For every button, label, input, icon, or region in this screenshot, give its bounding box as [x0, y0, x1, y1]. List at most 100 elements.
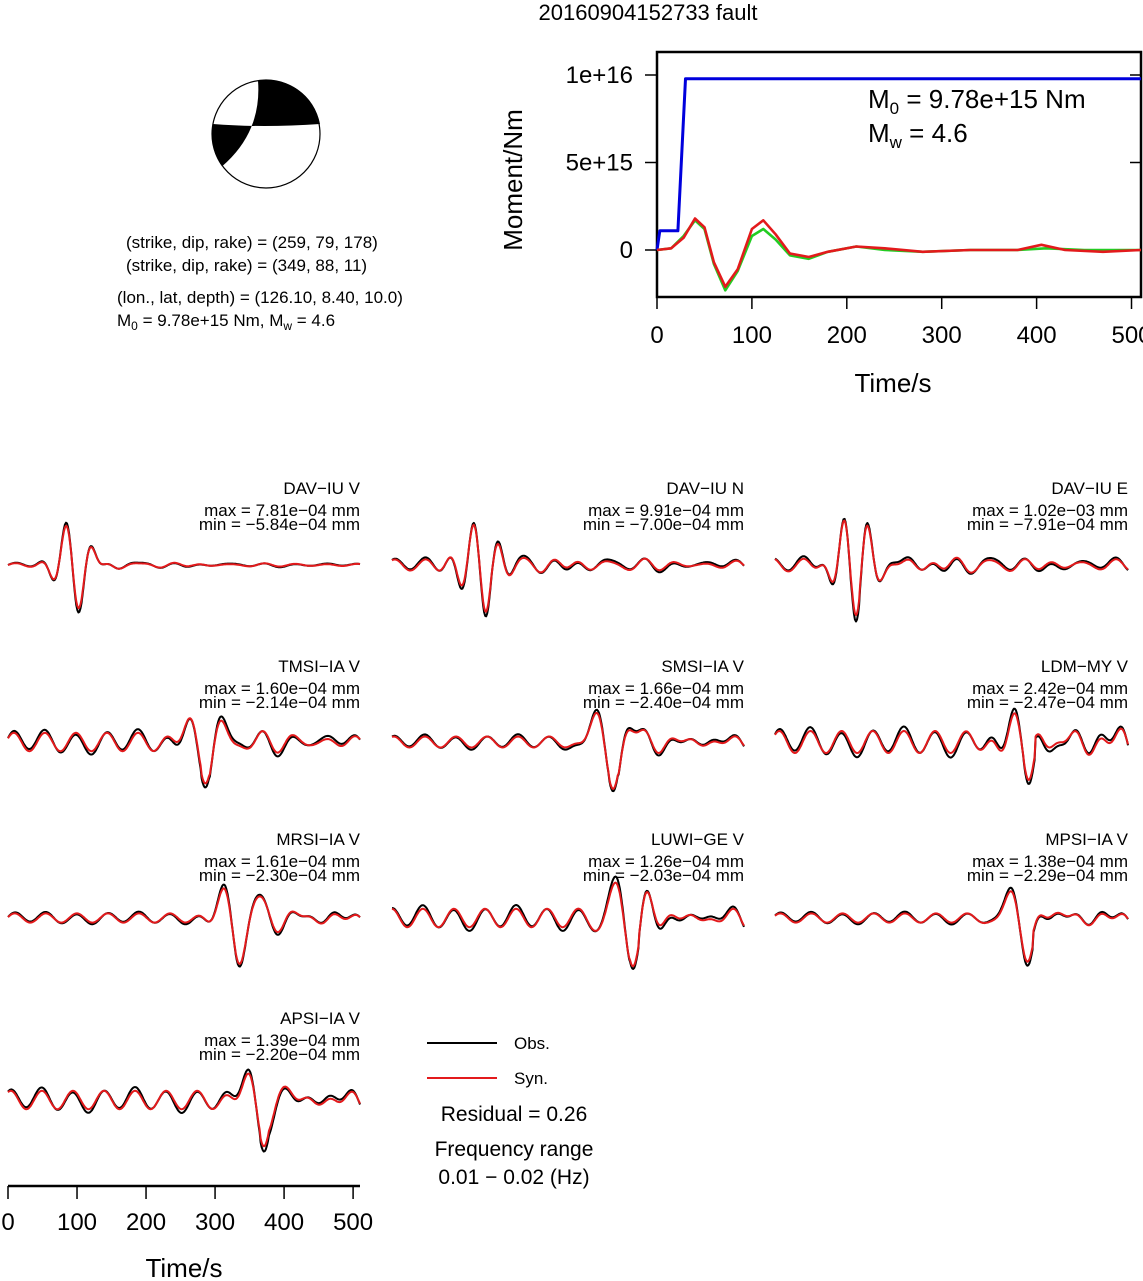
moment-x-ticks: 0 100 200 300 400 500 [650, 297, 1143, 349]
residual-text: Residual = 0.26 [441, 1103, 588, 1126]
station-max: max = 1.61e−04 mm [204, 852, 360, 871]
station-min: min = −2.03e−04 mm [583, 866, 744, 885]
moment-xtick-label: 100 [732, 322, 772, 349]
moment-ytick-label: 1e+16 [566, 62, 633, 89]
frequency-range-value: 0.01 − 0.02 (Hz) [438, 1166, 589, 1189]
station-max: max = 1.39e−04 mm [204, 1031, 360, 1050]
waveform-legend: Obs. Syn. Residual = 0.26 Frequency rang… [427, 1034, 593, 1189]
station-name: LDM−MY V [1041, 657, 1129, 676]
waveform-xtick-label: 200 [126, 1209, 166, 1236]
synthetic-waveform [391, 712, 745, 790]
moment-function-plot: 0 5e+15 1e+16 0 100 200 300 400 500 Moment/Nm T… [498, 50, 1143, 398]
station-max: max = 1.02e−03 mm [972, 501, 1128, 520]
location-depth: (lon., lat, depth) = (126.10, 8.40, 10.0… [117, 288, 403, 307]
station-name: DAV−IU E [1051, 479, 1128, 498]
moment-xtick-label: 400 [1017, 322, 1057, 349]
station-name: MRSI−IA V [276, 830, 360, 849]
synthetic-waveform [7, 887, 361, 965]
station-max: max = 1.38e−04 mm [972, 852, 1128, 871]
moment-magnitude-line: M0 = 9.78e+15 Nm, Mw = 4.6 [117, 311, 335, 333]
observed-waveform [774, 517, 1129, 623]
station-max: max = 1.26e−04 mm [588, 852, 744, 871]
waveform-xtick-label: 300 [195, 1209, 235, 1236]
waveform-xtick-label: 100 [57, 1209, 97, 1236]
moment-y-ticks: 0 5e+15 1e+16 [566, 62, 1141, 264]
moment-ytick-label: 0 [620, 237, 633, 264]
nodal-plane-1: (strike, dip, rake) = (259, 79, 178) [126, 233, 378, 252]
synthetic-waveform [774, 890, 1129, 963]
synthetic-waveform [774, 712, 1129, 781]
waveform-time-axis: Time/s 0 100 200 300 400 500 [1, 1184, 373, 1281]
synthetic-waveform [391, 881, 745, 968]
station-max: max = 2.42e−04 mm [972, 679, 1128, 698]
synthetic-waveform [7, 524, 361, 610]
observed-waveform [7, 883, 361, 968]
station-name: SMSI−IA V [661, 657, 744, 676]
station-name: DAV−IU V [283, 479, 360, 498]
beachball-compression-quadrant-1 [211, 79, 320, 167]
synthetic-waveform [774, 519, 1129, 617]
moment-x-axis-label: Time/s [854, 368, 931, 398]
synthetic-waveform [7, 1072, 361, 1148]
station-name: MPSI−IA V [1045, 830, 1128, 849]
waveform-xtick-label: 0 [1, 1209, 14, 1236]
station-name: DAV−IU N [666, 479, 744, 498]
moment-ytick-label: 5e+15 [566, 150, 633, 177]
moment-plot-frame [655, 50, 1143, 299]
station-max: max = 1.60e−04 mm [204, 679, 360, 698]
station-min: min = −7.00e−04 mm [583, 515, 744, 534]
synthetic-waveform [391, 523, 745, 613]
station-min: min = −7.91e−04 mm [967, 515, 1128, 534]
waveform-xtick-label: 400 [264, 1209, 304, 1236]
station-min: min = −2.30e−04 mm [199, 866, 360, 885]
moment-rate-red-line [656, 217, 1142, 289]
observed-waveform [774, 707, 1129, 785]
moment-xtick-label: 300 [922, 322, 962, 349]
observed-waveform [774, 886, 1129, 967]
observed-waveform [391, 708, 745, 793]
moment-m0-annotation: M0 = 9.78e+15 Nm [868, 84, 1086, 118]
moment-xtick-label: 200 [827, 322, 867, 349]
figure-title: 20160904152733 fault [539, 0, 758, 25]
moment-mw-annotation: Mw = 4.6 [868, 118, 968, 152]
moment-xtick-label: 500 [1111, 322, 1143, 349]
station-name: APSI−IA V [280, 1009, 361, 1028]
waveform-x-axis-label: Time/s [145, 1253, 222, 1281]
observed-waveform [7, 1068, 361, 1153]
legend-syn-label: Syn. [514, 1069, 548, 1088]
station-min: min = −2.29e−04 mm [967, 866, 1128, 885]
station-name: TMSI−IA V [278, 657, 360, 676]
station-name: LUWI−GE V [651, 830, 745, 849]
frequency-range-label: Frequency range [435, 1138, 594, 1161]
moment-y-axis-label: Moment/Nm [498, 109, 528, 251]
waveform-xtick-label: 500 [333, 1209, 373, 1236]
station-max: max = 7.81e−04 mm [204, 501, 360, 520]
moment-cumulative-line [655, 77, 1141, 251]
station-max: max = 9.91e−04 mm [588, 501, 744, 520]
station-min: min = −2.20e−04 mm [199, 1045, 360, 1064]
station-min: min = −2.14e−04 mm [199, 693, 360, 712]
nodal-plane-2: (strike, dip, rake) = (349, 88, 11) [126, 256, 367, 275]
observed-waveform [7, 521, 361, 614]
observed-waveform [391, 521, 745, 618]
focal-mechanism-beachball [211, 79, 321, 189]
legend-obs-label: Obs. [514, 1034, 550, 1053]
station-min: min = −2.40e−04 mm [583, 693, 744, 712]
station-min: min = −5.84e−04 mm [199, 515, 360, 534]
moment-series [655, 77, 1142, 292]
station-min: min = −2.47e−04 mm [967, 693, 1128, 712]
synthetic-waveform [7, 717, 361, 785]
station-max: max = 1.66e−04 mm [588, 679, 744, 698]
